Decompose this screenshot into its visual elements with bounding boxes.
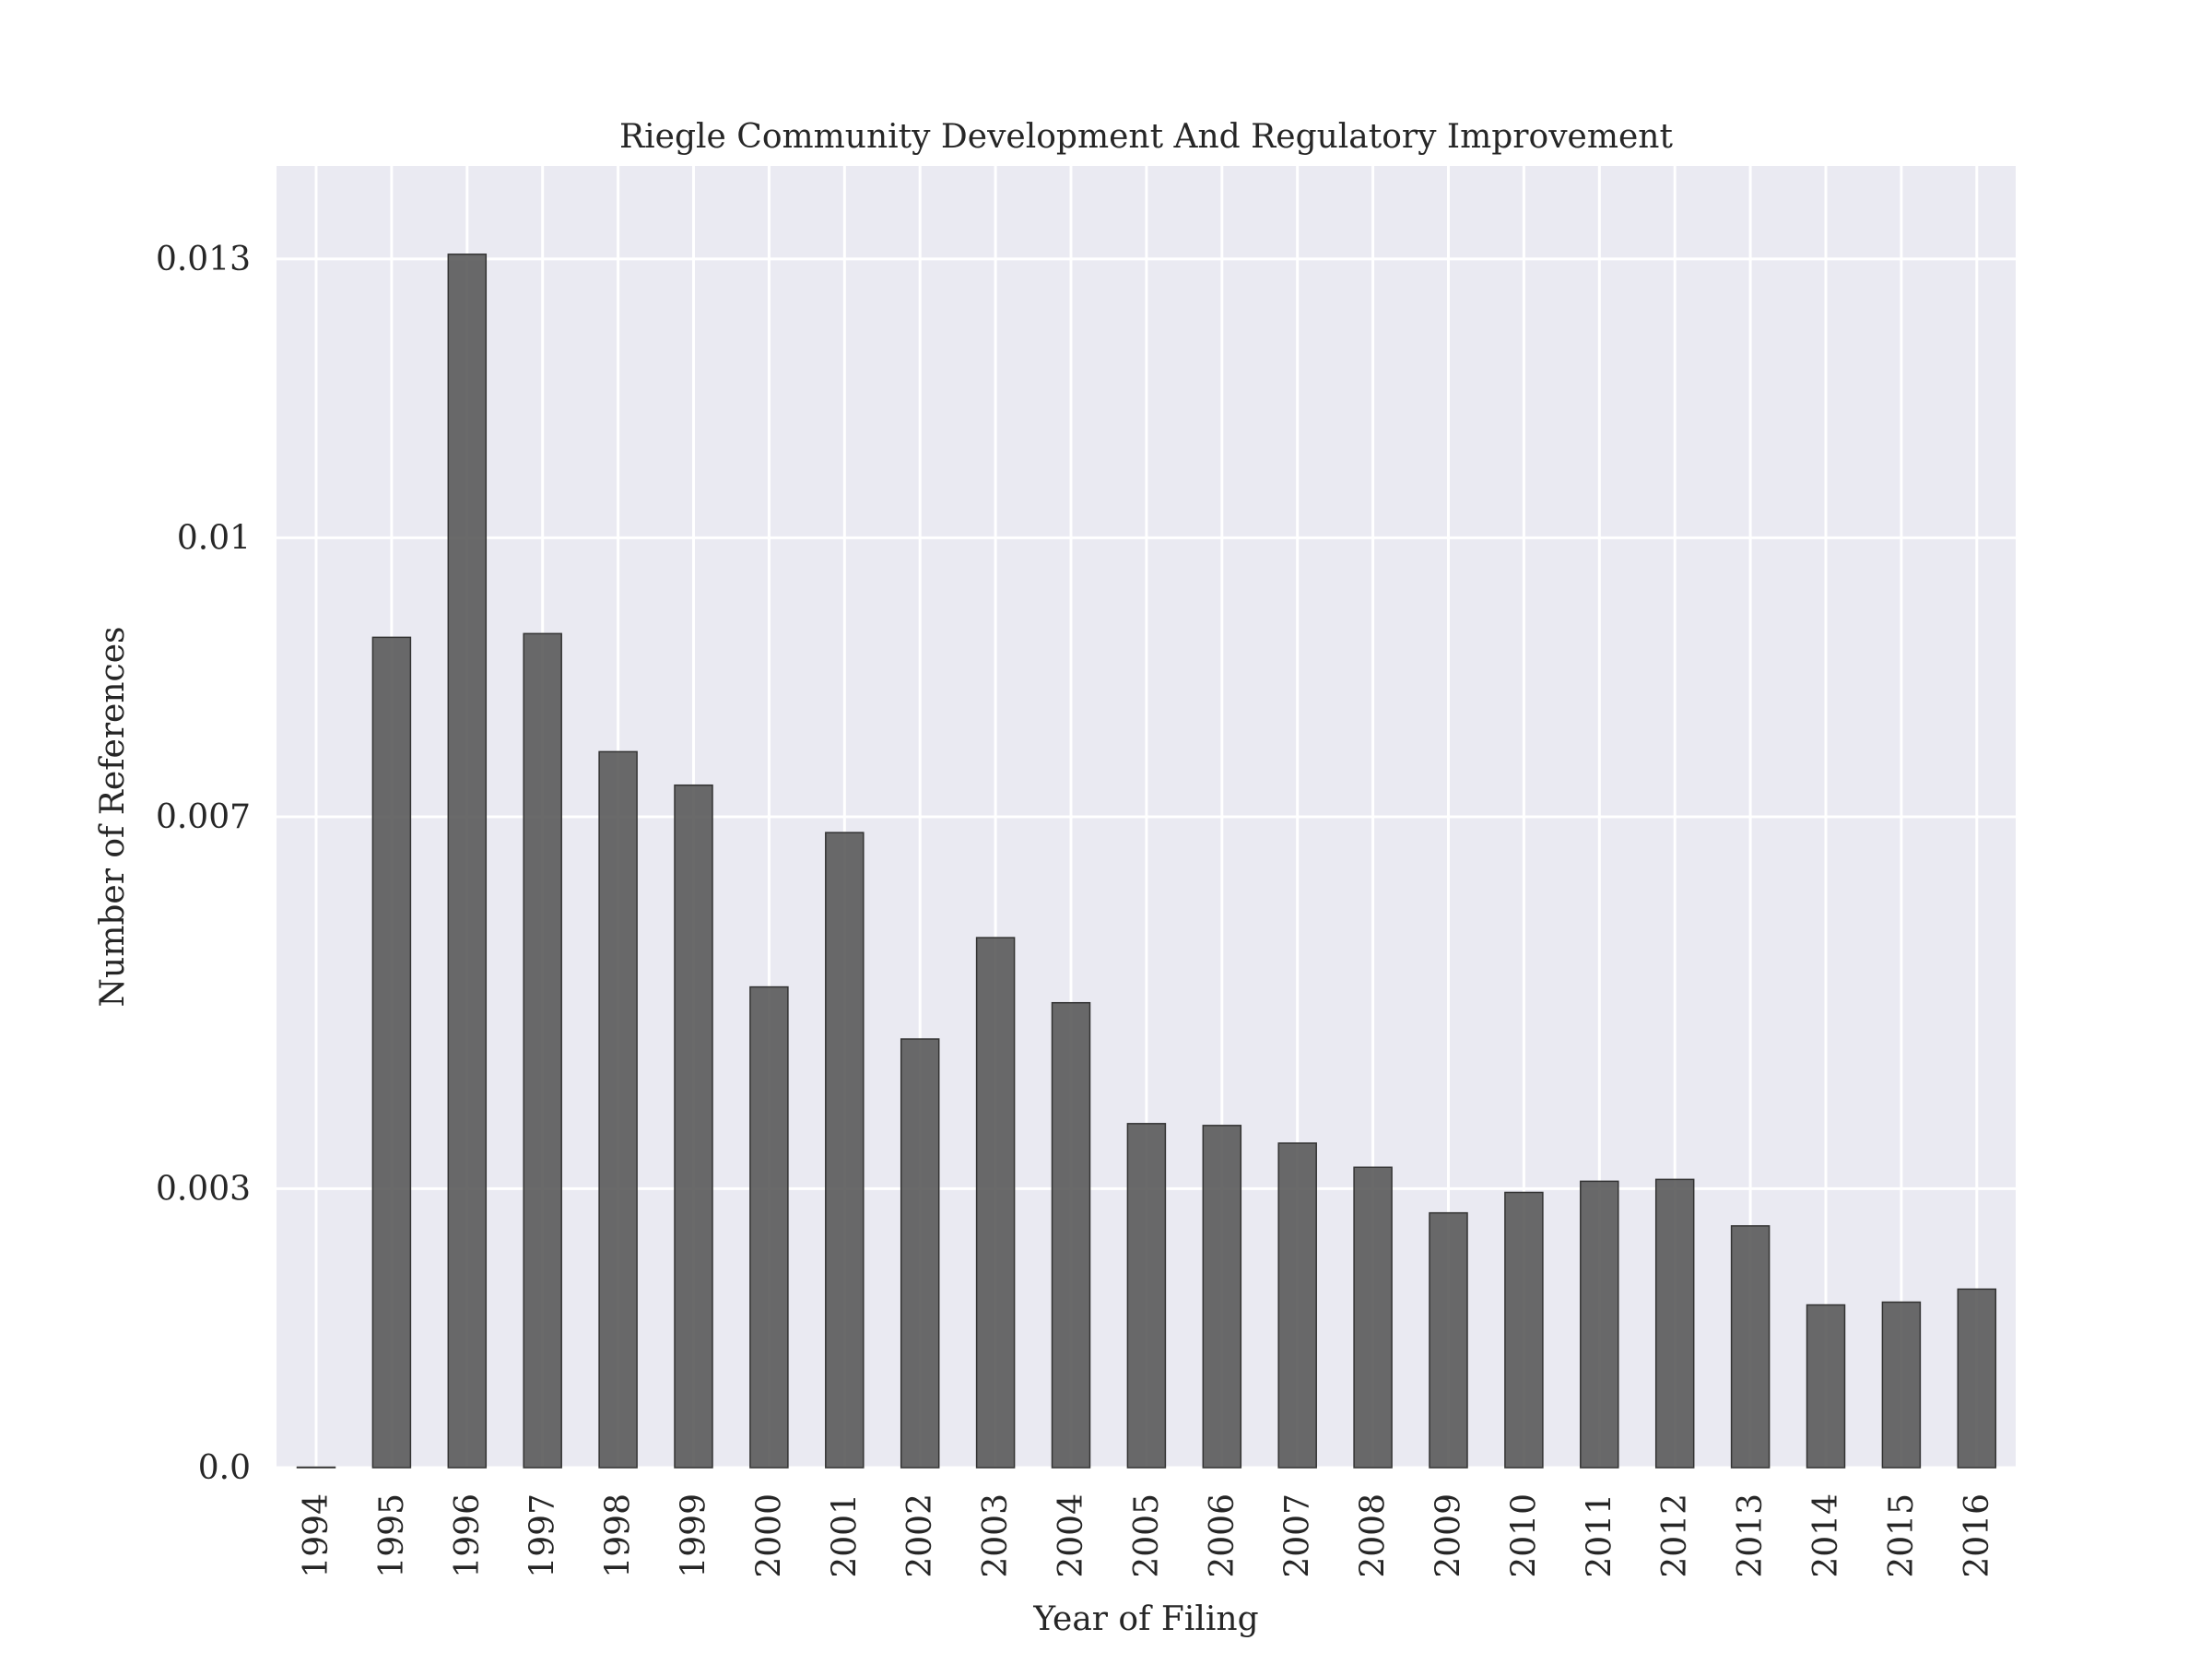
x-tick-label: 2012 [1656, 1493, 1694, 1578]
x-tick-label: 2003 [977, 1493, 1015, 1578]
bar-1997 [523, 632, 562, 1469]
bar-2014 [1806, 1304, 1846, 1469]
bar-2010 [1504, 1191, 1544, 1469]
x-tick-label: 1997 [524, 1493, 562, 1578]
x-tick-label: 1995 [373, 1493, 411, 1578]
bar-2013 [1730, 1225, 1771, 1469]
x-tick-label: 2006 [1204, 1493, 1241, 1578]
x-tick-label: 2010 [1505, 1493, 1543, 1578]
bar-1999 [674, 784, 713, 1469]
bar-2004 [1051, 1001, 1091, 1469]
bar-1995 [371, 636, 412, 1469]
x-tick-label: 2004 [1053, 1493, 1090, 1578]
bar-2005 [1126, 1123, 1167, 1469]
x-tick-label: 2016 [1959, 1493, 1996, 1578]
x-tick-label: 2007 [1279, 1493, 1317, 1578]
bar-2001 [825, 832, 865, 1469]
x-tick-label: 2005 [1128, 1493, 1166, 1578]
x-tick-label: 1994 [298, 1493, 335, 1578]
y-tick-label: 0.013 [156, 241, 251, 278]
x-axis-label: Year of Filing [1032, 1600, 1258, 1638]
x-tick-label: 2011 [1581, 1493, 1618, 1578]
bar-2007 [1277, 1142, 1317, 1469]
x-tick-label: 2008 [1355, 1493, 1393, 1578]
bar-2015 [1881, 1301, 1922, 1469]
y-axis-ticks: 0.0 0.003 0.007 0.01 0.013 [156, 241, 251, 1487]
x-tick-label: 2014 [1807, 1493, 1845, 1578]
y-tick-label: 0.01 [177, 519, 251, 557]
x-tick-label: 2013 [1732, 1493, 1770, 1578]
bar-2008 [1353, 1166, 1393, 1469]
bar-2016 [1957, 1288, 1997, 1469]
bar-2000 [749, 985, 789, 1469]
x-tick-label: 2015 [1883, 1493, 1921, 1578]
y-tick-label: 0.0 [198, 1449, 251, 1487]
x-tick-label: 2001 [826, 1493, 864, 1578]
y-tick-label: 0.003 [156, 1170, 251, 1208]
bar-2002 [900, 1038, 940, 1469]
bar-2011 [1580, 1180, 1619, 1469]
x-tick-label: 1996 [449, 1493, 487, 1578]
bar-2012 [1654, 1178, 1695, 1469]
bar-1996 [447, 254, 488, 1469]
bar-2009 [1429, 1211, 1468, 1469]
bar-2006 [1202, 1125, 1242, 1469]
bar-2003 [975, 937, 1016, 1469]
bar-1994 [296, 1466, 336, 1469]
bars [296, 254, 1997, 1469]
bar-1998 [598, 750, 638, 1469]
y-axis-label: Number of References [94, 627, 132, 1008]
x-tick-label: 1998 [600, 1493, 638, 1578]
x-tick-label: 2000 [750, 1493, 788, 1578]
x-tick-label: 2002 [901, 1493, 939, 1578]
x-axis-ticks: 1994 1995 1996 1997 1998 1999 2000 2001 2002 2003… [298, 1493, 1996, 1578]
y-tick-label: 0.007 [156, 798, 251, 836]
chart-title: Riegle Community Development And Regulat… [619, 118, 1673, 156]
x-tick-label: 2009 [1430, 1493, 1468, 1578]
x-tick-label: 1999 [676, 1493, 713, 1578]
